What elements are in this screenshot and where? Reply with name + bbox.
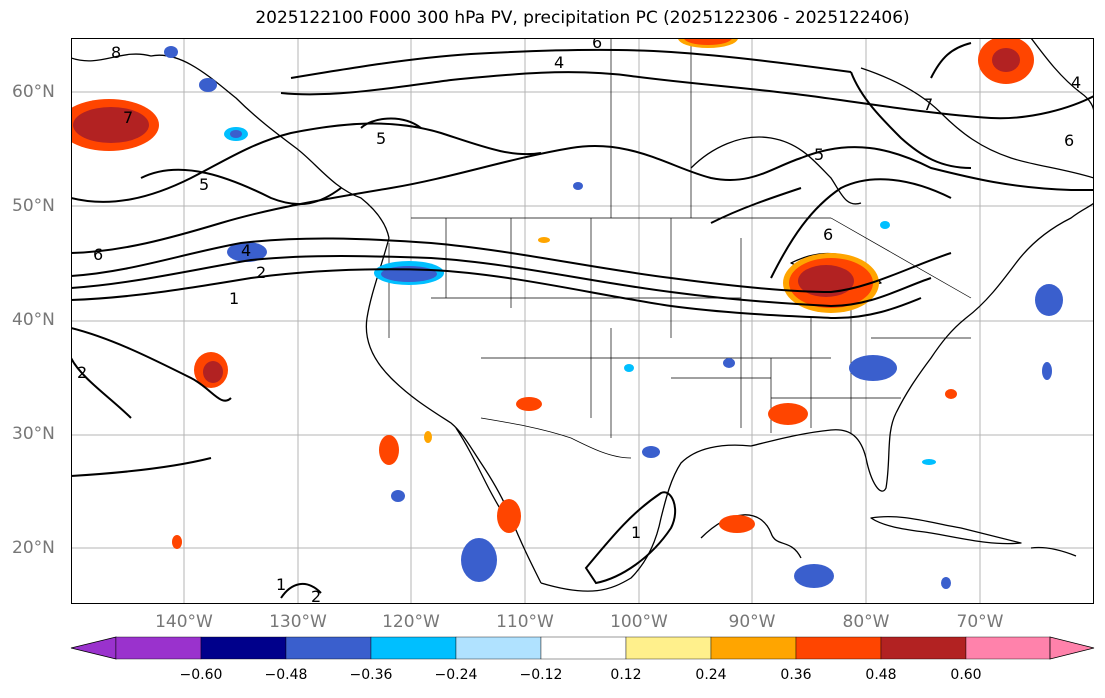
colorbar-tick: 0.36 (780, 667, 812, 683)
colorbar-tick: −0.48 (264, 667, 308, 683)
precip-anomaly-shading (71, 38, 1063, 589)
coastlines (71, 38, 1094, 592)
colorbar-tick: 0.12 (610, 667, 642, 683)
lon-label-120w: 120°W (382, 612, 440, 632)
colorbar-tick: −0.12 (519, 667, 563, 683)
colorbar-extend-low (70, 636, 117, 660)
contour-label: 4 (241, 241, 251, 260)
contour-label: 5 (376, 129, 386, 148)
map-frame (71, 38, 1094, 604)
colorbar-bin (115, 636, 202, 660)
contour-label: 2 (311, 587, 321, 604)
plot-title: 2025122100 F000 300 hPa PV, precipitatio… (255, 8, 910, 28)
colorbar-extend-high (1049, 636, 1095, 660)
colorbar-bin (285, 636, 372, 660)
colorbar-tick: −0.36 (349, 667, 393, 683)
contour-label: 8 (111, 43, 121, 62)
lon-label-110w: 110°W (496, 612, 554, 632)
contour-label: 1 (229, 289, 239, 308)
colorbar-tick: −0.24 (434, 667, 478, 683)
contour-label: 4 (554, 53, 564, 72)
contour-label: 4 (1071, 73, 1081, 92)
lon-label-130w: 130°W (269, 612, 327, 632)
contour-label: 6 (823, 225, 833, 244)
colorbar-tick: 0.60 (950, 667, 982, 683)
lon-label-100w: 100°W (610, 612, 668, 632)
colorbar-bin (795, 636, 882, 660)
colorbar-bin (540, 636, 627, 660)
lon-label-140w: 140°W (155, 612, 213, 632)
pv-contours (71, 42, 1094, 599)
contour-label: 6 (1064, 131, 1074, 150)
contour-label: 1 (631, 523, 641, 542)
lat-label-50: 50°N (12, 196, 55, 216)
colorbar-bin (625, 636, 712, 660)
lat-label-60: 60°N (12, 82, 55, 102)
lat-label-30: 30°N (12, 424, 55, 444)
contour-label: 7 (923, 95, 933, 114)
lon-label-80w: 80°W (842, 612, 890, 632)
contour-label: 1 (276, 575, 286, 594)
contour-label: 7 (123, 108, 133, 127)
colorbar-tick: 0.24 (695, 667, 727, 683)
gridlines (71, 38, 1094, 604)
contour-label: 6 (93, 245, 103, 264)
lon-label-90w: 90°W (728, 612, 776, 632)
contour-label: 6 (592, 38, 602, 52)
colorbar-bin (880, 636, 967, 660)
lat-label-20: 20°N (12, 538, 55, 558)
lat-label-40: 40°N (12, 310, 55, 330)
lon-label-70w: 70°W (956, 612, 1004, 632)
colorbar-bin (455, 636, 542, 660)
colorbar-bin (710, 636, 797, 660)
colorbar-tick: −0.60 (179, 667, 223, 683)
map-panel: 7 5 6 4 2 1 5 4 6 5 7 6 6 4 1 1 2 2 8 (71, 38, 1094, 604)
colorbar-bin (200, 636, 287, 660)
colorbar-tick: 0.48 (865, 667, 897, 683)
contour-label: 2 (77, 363, 87, 382)
colorbar-bin (370, 636, 457, 660)
contour-label: 2 (256, 263, 266, 282)
contour-label: 5 (199, 175, 209, 194)
contour-labels: 7 5 6 4 2 1 5 4 6 5 7 6 6 4 1 1 2 2 8 (77, 38, 1081, 604)
colorbar (70, 636, 1095, 660)
colorbar-bin (965, 636, 1051, 660)
contour-label: 5 (814, 145, 824, 164)
political-borders (388, 38, 972, 459)
